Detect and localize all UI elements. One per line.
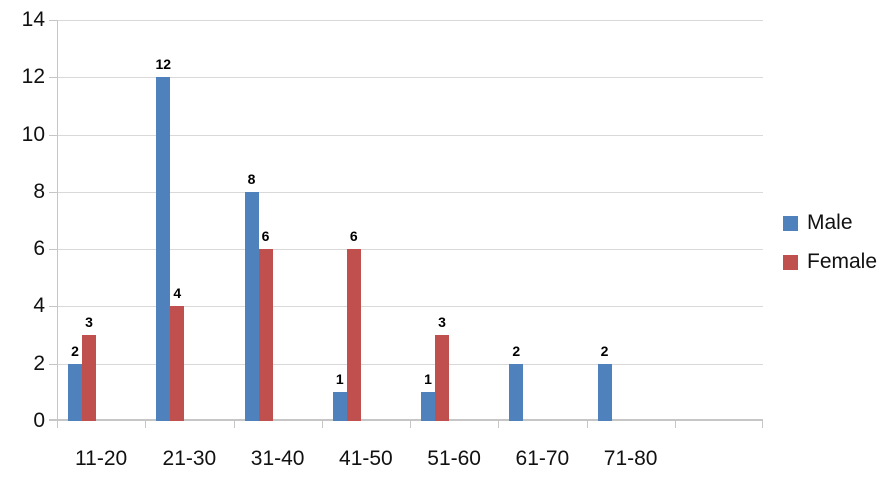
gridline xyxy=(57,249,763,251)
bar-male xyxy=(597,363,612,421)
x-axis-tick xyxy=(498,421,500,428)
x-tick-label: 21-30 xyxy=(162,447,217,470)
x-tick-label: 11-20 xyxy=(75,447,128,470)
x-axis-tick xyxy=(145,421,147,428)
y-tick-label: 12 xyxy=(21,65,45,89)
bar-female xyxy=(435,335,449,421)
data-label-male: 2 xyxy=(600,342,609,359)
data-label-male: 12 xyxy=(155,56,172,73)
x-axis-tick xyxy=(674,421,676,428)
bar-female xyxy=(258,249,273,421)
y-tick-label: 2 xyxy=(33,351,45,375)
legend-label-female: Female xyxy=(807,250,878,273)
data-label-male: 1 xyxy=(424,371,432,388)
gridline xyxy=(57,20,763,21)
x-axis-tick xyxy=(410,421,411,428)
bar-male xyxy=(509,363,524,421)
bar-male xyxy=(421,392,435,421)
legend-swatch-male xyxy=(783,215,798,231)
bar-male xyxy=(156,77,171,421)
y-tick-label: 8 xyxy=(33,179,45,203)
x-tick-label: 71-80 xyxy=(603,447,658,470)
x-axis-tick xyxy=(321,421,323,428)
legend-item-female: Female xyxy=(783,249,877,275)
plot-area: 2 12 8 1 1 2 2 3 4 6 6 3 xyxy=(49,20,763,428)
data-label-female: 3 xyxy=(85,314,93,331)
data-label-male: 2 xyxy=(512,342,521,359)
y-axis-tick xyxy=(49,20,57,21)
bar-female xyxy=(346,249,361,421)
bar-male xyxy=(68,363,82,421)
gridline xyxy=(57,77,763,79)
bar-female xyxy=(82,335,96,421)
data-label-female: 3 xyxy=(438,314,446,331)
data-label-female: 4 xyxy=(173,285,182,302)
gridline xyxy=(57,306,763,308)
gridline xyxy=(57,191,763,193)
x-tick-label: 51-60 xyxy=(427,447,481,470)
x-tick-label: 61-70 xyxy=(515,447,570,470)
x-tick-label: 41-50 xyxy=(339,447,393,470)
y-tick-label: 14 xyxy=(21,8,45,31)
y-axis-tick xyxy=(49,363,57,365)
x-axis-tick xyxy=(233,421,235,428)
bar-male xyxy=(244,191,259,421)
y-axis-tick xyxy=(49,77,57,79)
bar-female xyxy=(170,306,185,421)
x-axis-tick xyxy=(762,421,763,428)
bar-male xyxy=(332,392,347,421)
y-axis-tick xyxy=(49,306,57,308)
y-axis-tick xyxy=(49,191,57,193)
data-label-male: 2 xyxy=(71,342,79,359)
y-tick-label: 10 xyxy=(21,122,45,146)
data-label-female: 6 xyxy=(349,228,358,245)
y-tick-label: 0 xyxy=(33,409,45,432)
y-axis-line xyxy=(57,20,58,421)
x-axis-tick xyxy=(57,421,58,428)
gridline xyxy=(57,363,763,365)
legend-swatch-female xyxy=(783,254,798,270)
legend-label-male: Male xyxy=(807,211,853,234)
y-axis-tick xyxy=(49,249,57,251)
y-axis-tick xyxy=(49,134,57,136)
y-tick-label: 6 xyxy=(33,237,45,261)
data-label-male: 1 xyxy=(335,371,344,388)
data-label-female: 6 xyxy=(261,228,270,245)
legend-item-male: Male xyxy=(783,210,877,236)
data-label-male: 8 xyxy=(247,170,256,187)
y-tick-label: 4 xyxy=(33,294,45,318)
x-axis-tick xyxy=(586,421,588,428)
x-axis-line xyxy=(49,419,763,421)
gridline xyxy=(57,134,763,136)
x-tick-label: 31-40 xyxy=(250,447,305,470)
legend: Male Female xyxy=(783,210,877,288)
